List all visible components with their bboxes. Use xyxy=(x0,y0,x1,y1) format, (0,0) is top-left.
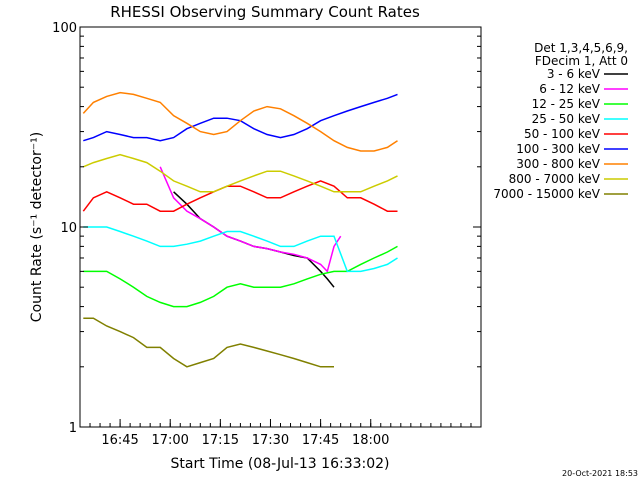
series-line-4 xyxy=(82,180,398,212)
x-tick-label-2: 17:15 xyxy=(202,433,239,448)
series-line-8 xyxy=(83,317,334,368)
series-line-1 xyxy=(159,166,342,273)
legend-label-8: 7000 - 15000 keV xyxy=(493,187,600,201)
x-tick-label-0: 16:45 xyxy=(101,433,138,448)
legend-label-7: 800 - 7000 keV xyxy=(509,172,601,186)
plot-area xyxy=(82,91,398,368)
legend: Det 1,3,4,5,6,9,FDecim 1, Att 03 - 6 keV… xyxy=(493,41,628,201)
plot-frame xyxy=(79,26,482,428)
series-line-7 xyxy=(83,153,398,193)
legend-label-1: 6 - 12 keV xyxy=(539,82,601,96)
y-axis: 1 10 100 xyxy=(52,21,481,436)
x-tick-label-1: 17:00 xyxy=(151,433,188,448)
y-axis-label: Count Rate (s⁻¹ detector⁻¹) xyxy=(29,132,45,322)
y-tick-label-0: 1 xyxy=(69,421,77,436)
x-tick-label-4: 17:45 xyxy=(302,433,339,448)
y-tick-label-2: 100 xyxy=(52,21,77,36)
y-tick-label-1: 10 xyxy=(60,221,77,236)
series-line-5 xyxy=(83,93,398,142)
x-axis: 16:45 17:00 17:15 17:30 17:45 18:00 xyxy=(89,419,472,448)
chart-title: RHESSI Observing Summary Count Rates xyxy=(110,3,420,21)
legend-label-2: 12 - 25 keV xyxy=(532,97,601,111)
x-axis-label: Start Time (08-Jul-13 16:33:02) xyxy=(170,456,389,472)
legend-label-3: 25 - 50 keV xyxy=(532,112,601,126)
x-tick-label-3: 17:30 xyxy=(252,433,289,448)
legend-header-0: Det 1,3,4,5,6,9, xyxy=(534,41,628,55)
series-line-2 xyxy=(83,245,398,308)
legend-label-0: 3 - 6 keV xyxy=(547,67,601,81)
series-line-6 xyxy=(82,91,398,152)
legend-label-6: 300 - 800 keV xyxy=(516,157,600,171)
legend-label-4: 50 - 100 keV xyxy=(524,127,601,141)
render-timestamp: 20-Oct-2021 18:53 xyxy=(562,469,638,478)
x-tick-label-5: 18:00 xyxy=(352,433,389,448)
legend-label-5: 100 - 300 keV xyxy=(516,142,600,156)
legend-header-1: FDecim 1, Att 0 xyxy=(535,54,628,68)
series-line-3 xyxy=(83,226,398,273)
